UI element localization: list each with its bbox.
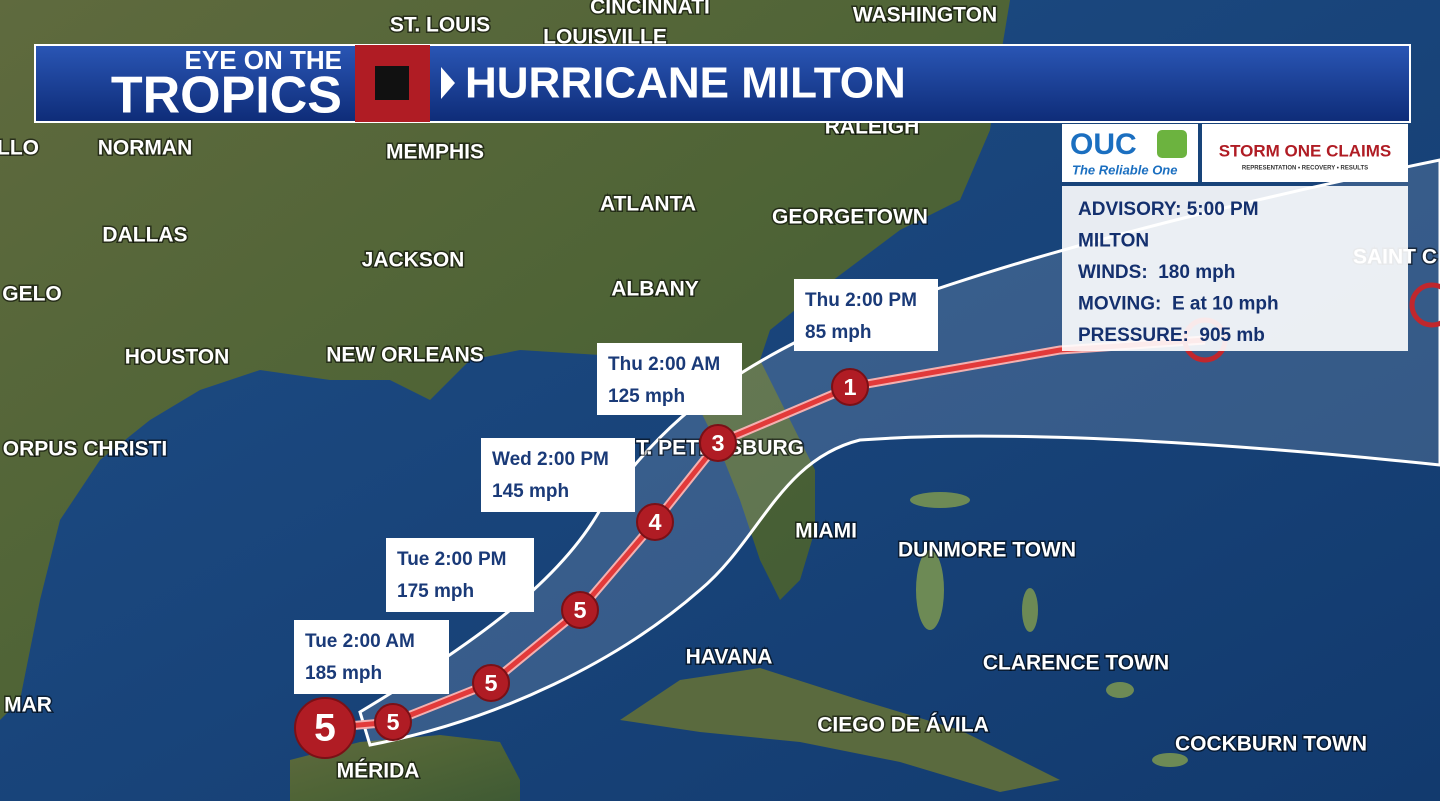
advisory-line: PRESSURE: 905 mb	[1078, 325, 1265, 346]
post-tropical-marker	[1409, 282, 1440, 328]
bahamas	[910, 492, 1188, 767]
city-label: MÉRIDA	[337, 760, 420, 783]
sponsor-logo: STORM ONE CLAIMS	[1219, 141, 1392, 160]
banner-title: HURRICANE MILTON	[465, 59, 906, 108]
storm-marker	[472, 664, 510, 702]
city-label: WASHINGTON	[853, 4, 997, 27]
storm-marker	[636, 503, 674, 541]
sponsors: OUC The Reliable One STORM ONE CLAIMS RE…	[1062, 124, 1408, 182]
city-label: ATLANTA	[600, 193, 696, 216]
storm-marker	[374, 703, 412, 741]
city-label: GELO	[2, 283, 62, 306]
storm-marker	[294, 697, 356, 759]
forecast-time: Tue 2:00 AM	[305, 631, 415, 652]
advisory-line: WINDS: 180 mph	[1078, 262, 1235, 283]
banner: EYE ON THE TROPICS HURRICANE MILTON	[34, 44, 1411, 125]
city-label: ALBANY	[611, 278, 699, 301]
city-label: COCKBURN TOWN	[1175, 733, 1367, 756]
advisory-box: ADVISORY: 5:00 PM MILTON WINDS: 180 mph MOV…	[1062, 186, 1408, 351]
storm-category: 3	[711, 430, 724, 456]
land-cuba	[620, 668, 1060, 792]
city-label: CIEGO DE ÁVILA	[817, 714, 989, 737]
city-label: DALLAS	[102, 224, 187, 247]
city-label: ORPUS CHRISTI	[3, 438, 168, 461]
city-label: GEORGETOWN	[772, 206, 928, 229]
forecast-wind: 85 mph	[805, 322, 872, 343]
storm-category: 5	[314, 706, 336, 749]
city-label: NORMAN	[98, 137, 193, 160]
forecast-box	[481, 438, 635, 512]
forecast-wind: 185 mph	[305, 663, 382, 684]
storm-category: 5	[484, 670, 497, 696]
city-label: CLARENCE TOWN	[983, 652, 1169, 675]
storm-category: 1	[843, 374, 856, 400]
storm-category: 4	[648, 509, 661, 535]
land-north-america	[0, 0, 1010, 720]
city-label: DUNMORE TOWN	[898, 539, 1076, 562]
forecast-wind: 125 mph	[608, 386, 685, 407]
storm-marker	[561, 591, 599, 629]
city-label: JACKSON	[362, 249, 465, 272]
sponsor-logo: OUC	[1070, 128, 1137, 161]
forecast-time: Wed 2:00 PM	[492, 449, 609, 470]
forecast-wind: 145 mph	[492, 481, 569, 502]
city-label: HOUSTON	[125, 346, 230, 369]
storm-category: 5	[386, 709, 399, 735]
banner-kicker: EYE ON THE	[185, 45, 342, 75]
sponsor-tagline: The Reliable One	[1072, 162, 1177, 177]
layer: ST. LOUISCINCINNATILOUISVILLEWASHINGTONR…	[0, 0, 1440, 784]
forecast-box	[794, 279, 938, 351]
city-label: CINCINNATI	[590, 0, 710, 19]
city-label: LLO	[0, 137, 39, 160]
advisory-line: MILTON	[1078, 231, 1149, 252]
city-label: HAVANA	[686, 646, 773, 669]
forecast-time: Thu 2:00 PM	[805, 290, 917, 311]
forecast-wind: 175 mph	[397, 581, 474, 602]
forecast-box	[597, 343, 742, 415]
advisory-line: ADVISORY: 5:00 PM	[1078, 199, 1259, 220]
advisory-line: MOVING: E at 10 mph	[1078, 294, 1279, 315]
forecast-time: Thu 2:00 AM	[608, 354, 720, 375]
storm-marker	[831, 368, 869, 406]
banner-show: TROPICS	[111, 67, 342, 125]
storm-marker	[699, 424, 737, 462]
forecast-time: Tue 2:00 PM	[397, 549, 506, 570]
sponsor-tagline: REPRESENTATION • RECOVERY • RESULTS	[1242, 166, 1368, 172]
city-label: MEMPHIS	[386, 141, 484, 164]
storm-category: 5	[573, 597, 586, 623]
city-label: NEW ORLEANS	[326, 344, 484, 367]
land-yucatan	[290, 735, 520, 801]
city-label: MIAMI	[795, 520, 857, 543]
city-label: ST. LOUIS	[390, 14, 490, 37]
forecast-box	[294, 620, 449, 694]
forecast-box	[386, 538, 534, 612]
city-label: MAR	[4, 694, 52, 717]
